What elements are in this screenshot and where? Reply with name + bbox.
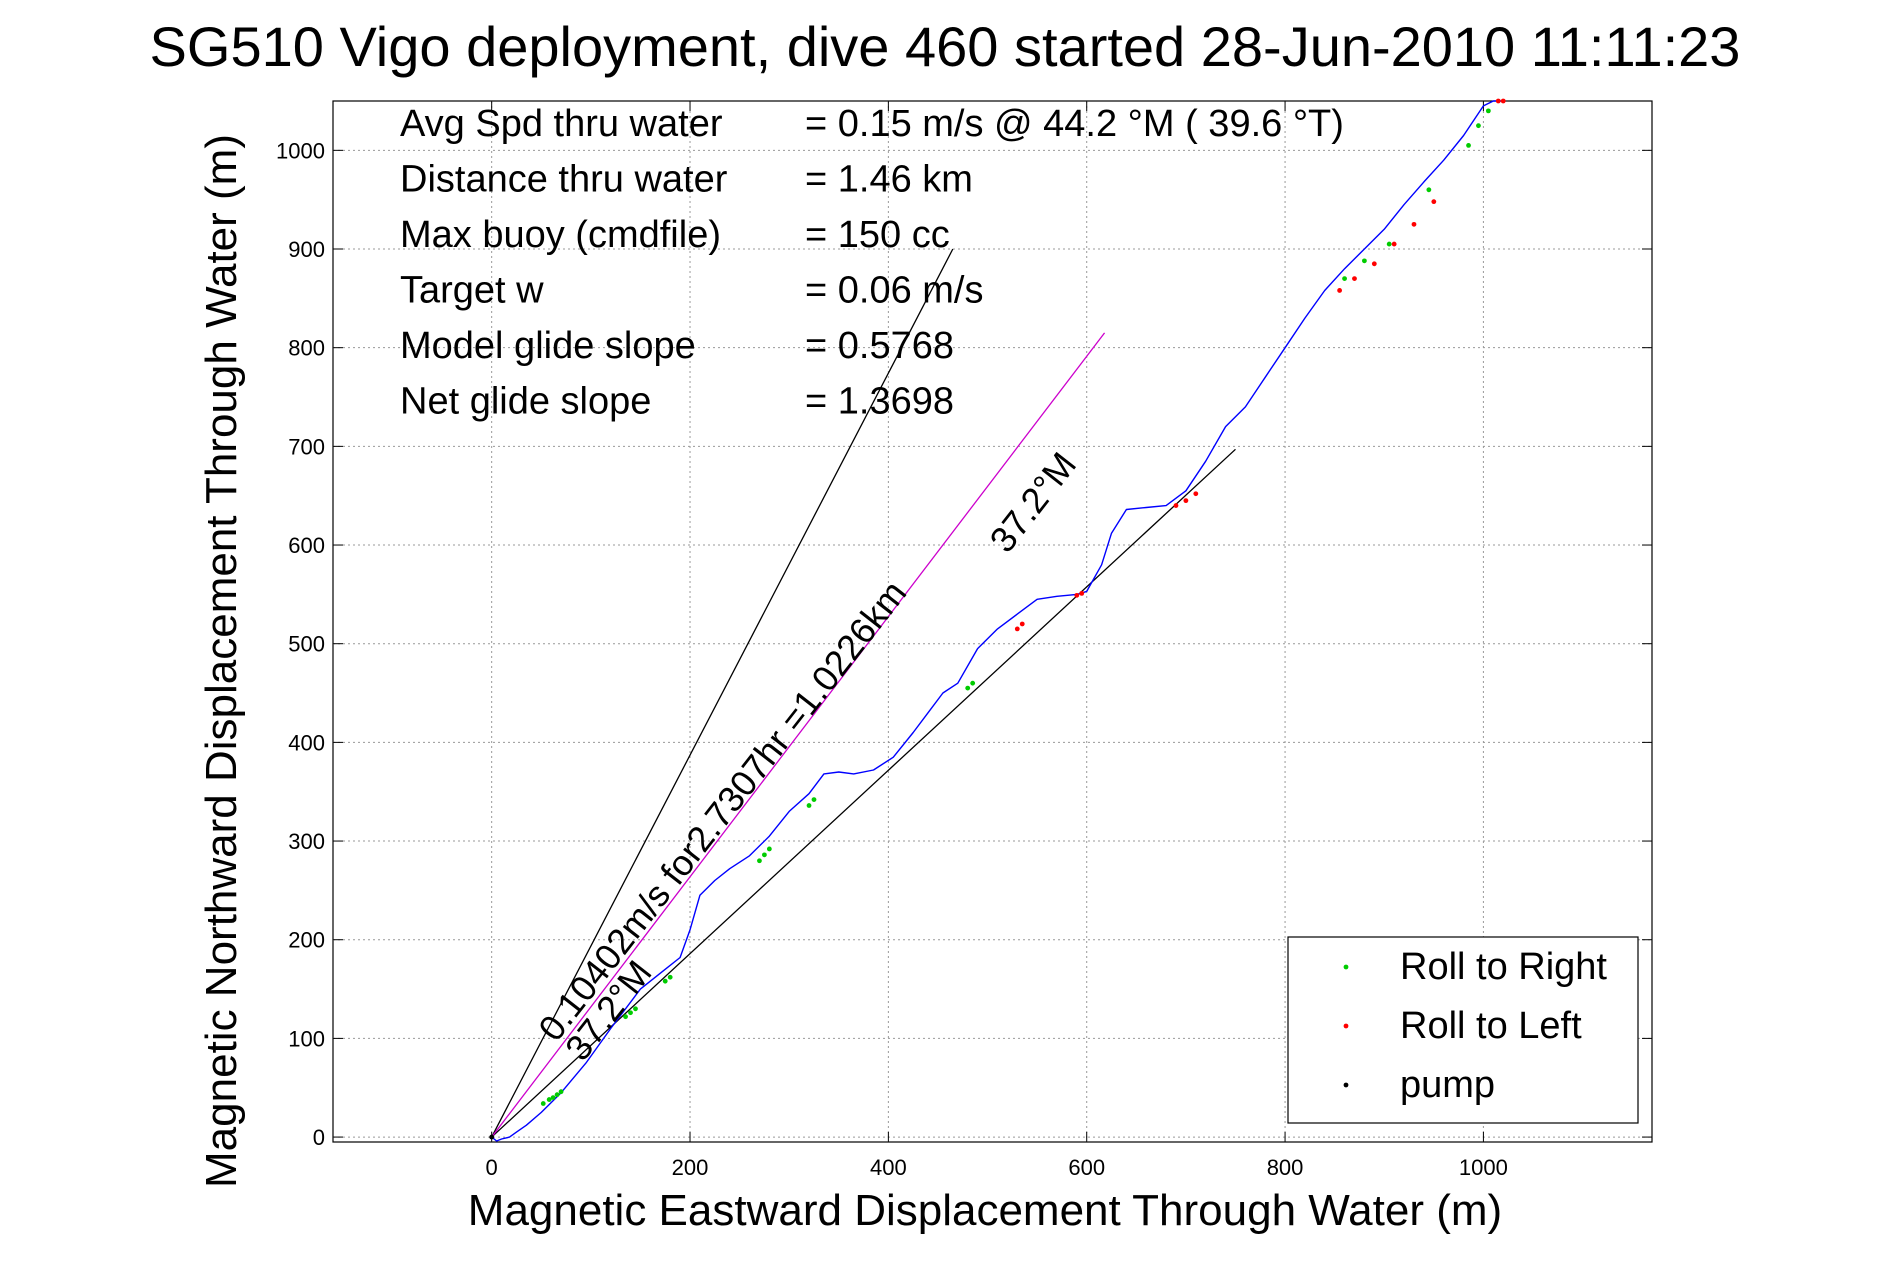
point-roll-to-right bbox=[806, 803, 812, 808]
y-tick-label: 700 bbox=[288, 434, 325, 459]
point-roll-to-right bbox=[558, 1089, 564, 1095]
point-roll-to-right bbox=[965, 685, 971, 691]
x-tick-label: 800 bbox=[1267, 1155, 1304, 1180]
info-label: Avg Spd thru water bbox=[400, 103, 723, 145]
x-tick-label: 200 bbox=[672, 1155, 709, 1180]
chart-title: SG510 Vigo deployment, dive 460 started … bbox=[150, 15, 1741, 78]
y-tick-label: 100 bbox=[288, 1026, 325, 1051]
point-roll-to-right bbox=[667, 974, 673, 980]
point-roll-to-left bbox=[1193, 491, 1199, 497]
point-roll-to-right bbox=[811, 797, 817, 803]
reference-line-current-vector bbox=[491, 332, 1106, 1138]
plot-area: 0 200 400 600 800 1000 0 100 200 300 400 500 600 700 8… bbox=[276, 98, 1653, 1180]
info-label: Target w bbox=[400, 270, 544, 312]
info-label: Net glide slope bbox=[400, 381, 651, 423]
point-roll-to-right bbox=[633, 1006, 638, 1012]
point-roll-to-left bbox=[1411, 221, 1417, 227]
y-tick-label: 400 bbox=[288, 730, 325, 755]
legend-marker bbox=[1343, 964, 1349, 970]
point-roll-to-right bbox=[766, 846, 772, 852]
point-roll-to-right bbox=[546, 1097, 552, 1102]
info-value: = 0.15 m/s @ 44.2 °M ( 39.6 °T) bbox=[805, 103, 1344, 145]
point-roll-to-left bbox=[1371, 261, 1377, 267]
info-value: = 1.3698 bbox=[805, 381, 954, 423]
point-roll-to-left bbox=[1431, 199, 1437, 205]
info-label: Max buoy (cmdfile) bbox=[400, 214, 721, 256]
point-roll-to-right bbox=[762, 852, 767, 858]
point-roll-to-right bbox=[623, 1014, 628, 1020]
legend-label: Roll to Left bbox=[1400, 1005, 1582, 1047]
info-value: = 0.06 m/s bbox=[805, 270, 983, 312]
point-roll-to-left bbox=[1391, 241, 1397, 247]
legend-marker bbox=[1343, 1082, 1349, 1088]
x-tick-label: 1000 bbox=[1459, 1155, 1508, 1180]
legend-label: pump bbox=[1400, 1064, 1495, 1106]
point-roll-to-right bbox=[662, 978, 668, 984]
info-value: = 1.46 km bbox=[805, 159, 973, 201]
y-axis-label: Magnetic Northward Displacement Through … bbox=[197, 134, 246, 1188]
point-roll-to-right bbox=[1386, 241, 1392, 247]
info-label: Distance thru water bbox=[400, 159, 728, 201]
point-roll-to-left bbox=[1495, 98, 1501, 104]
point-roll-to-right bbox=[554, 1092, 560, 1098]
x-tick-label: 600 bbox=[1068, 1155, 1105, 1180]
x-tick-label: 0 bbox=[486, 1155, 498, 1180]
point-pump bbox=[489, 1134, 495, 1140]
x-tick-label: 400 bbox=[870, 1155, 907, 1180]
legend-marker bbox=[1343, 1023, 1349, 1029]
point-roll-to-right bbox=[1361, 258, 1367, 264]
point-roll-to-left bbox=[1337, 288, 1343, 293]
point-roll-to-right bbox=[1426, 187, 1432, 193]
y-tick-label: 200 bbox=[288, 928, 325, 953]
point-roll-to-right bbox=[970, 680, 976, 686]
point-roll-to-right bbox=[628, 1010, 633, 1016]
legend: Roll to Right Roll to Left pump bbox=[1287, 936, 1639, 1124]
info-value: = 0.5768 bbox=[805, 325, 954, 367]
track-line bbox=[491, 100, 1504, 1142]
point-roll-to-left bbox=[1079, 590, 1085, 596]
y-tick-label: 800 bbox=[288, 336, 325, 361]
point-roll-to-right bbox=[1485, 108, 1491, 114]
point-roll-to-right bbox=[1476, 123, 1481, 129]
point-roll-to-left bbox=[1352, 276, 1357, 282]
y-tick-label: 500 bbox=[288, 632, 325, 657]
point-roll-to-right bbox=[1466, 143, 1471, 148]
info-value: = 150 cc bbox=[805, 214, 950, 256]
point-roll-to-left bbox=[1173, 503, 1179, 508]
point-roll-to-left bbox=[1074, 592, 1080, 598]
y-tick-label: 900 bbox=[288, 237, 325, 262]
point-roll-to-left bbox=[1019, 621, 1025, 627]
y-tick-label: 0 bbox=[313, 1125, 325, 1150]
info-box: Avg Spd thru water = 0.15 m/s @ 44.2 °M (… bbox=[400, 103, 1344, 423]
point-roll-to-left bbox=[1014, 626, 1020, 632]
point-roll-to-left bbox=[1500, 98, 1506, 104]
y-tick-label: 300 bbox=[288, 829, 325, 854]
y-tick-label: 600 bbox=[288, 533, 325, 558]
point-roll-to-right bbox=[1342, 276, 1347, 282]
point-roll-to-left bbox=[1183, 498, 1189, 504]
point-roll-to-right bbox=[757, 858, 762, 864]
info-label: Model glide slope bbox=[400, 325, 696, 367]
reference-line-envelope-left bbox=[491, 248, 954, 1138]
legend-label: Roll to Right bbox=[1400, 946, 1607, 988]
point-roll-to-right bbox=[540, 1101, 546, 1106]
y-tick-label: 1000 bbox=[276, 138, 325, 163]
x-axis-label: Magnetic Eastward Displacement Through W… bbox=[468, 1186, 1502, 1235]
point-roll-to-right bbox=[550, 1095, 556, 1100]
